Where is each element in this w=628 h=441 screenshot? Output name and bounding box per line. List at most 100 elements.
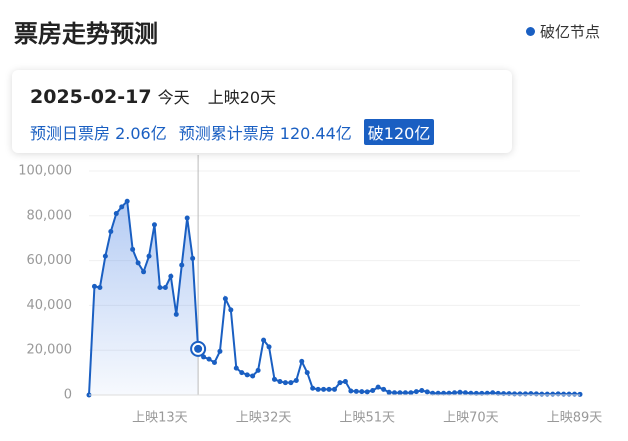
point	[168, 273, 174, 279]
point	[332, 386, 337, 392]
point	[490, 390, 496, 396]
point	[337, 380, 343, 386]
point	[386, 389, 392, 395]
point	[310, 385, 316, 391]
tooltip-daily: 预测日票房 2.06亿	[30, 124, 167, 143]
point	[544, 391, 550, 397]
point	[271, 376, 277, 382]
point	[539, 391, 545, 397]
point	[419, 388, 425, 394]
y-tick-label: 100,000	[18, 164, 72, 179]
point	[468, 390, 474, 396]
point	[250, 373, 256, 379]
tooltip-badge: 破120亿	[363, 119, 435, 145]
point	[179, 262, 185, 268]
point	[561, 391, 567, 397]
point	[370, 388, 376, 394]
x-tick-label: 上映70天	[443, 411, 499, 426]
point	[299, 358, 305, 364]
point	[572, 391, 578, 397]
y-tick-label: 20,000	[27, 343, 73, 358]
point	[201, 354, 207, 360]
point	[97, 284, 103, 290]
point	[217, 348, 223, 354]
point	[413, 389, 419, 395]
y-tick-label: 80,000	[27, 208, 73, 223]
tooltip-total: 预测累计票房 120.44亿	[178, 124, 352, 143]
point	[397, 390, 403, 396]
point	[462, 390, 468, 396]
point	[555, 391, 561, 397]
point	[239, 370, 245, 376]
x-tick-label: 上映13天	[132, 411, 188, 426]
point	[392, 390, 398, 396]
point	[173, 311, 179, 317]
point	[550, 391, 556, 397]
y-tick-label: 60,000	[27, 253, 73, 268]
point	[359, 389, 365, 395]
point	[141, 269, 147, 275]
point	[206, 356, 212, 362]
point	[119, 204, 125, 210]
point	[457, 389, 463, 395]
point	[135, 260, 141, 266]
point	[277, 379, 283, 385]
x-tick-label: 上映32天	[236, 411, 292, 426]
point	[266, 344, 272, 350]
point	[162, 284, 168, 290]
point	[282, 380, 288, 386]
point	[381, 386, 387, 392]
point	[353, 388, 359, 394]
point	[157, 284, 163, 290]
x-tick-label: 上映51天	[339, 411, 395, 426]
point	[102, 253, 108, 259]
point	[435, 390, 441, 396]
point	[484, 390, 490, 396]
tooltip-date: 2025-02-17	[30, 86, 152, 108]
point	[113, 211, 119, 217]
point	[233, 365, 239, 371]
x-tick-label: 上映89天	[547, 411, 603, 426]
point	[326, 386, 332, 392]
tooltip-day: 上映20天	[207, 88, 277, 107]
point	[533, 391, 539, 397]
point	[146, 253, 152, 259]
y-tick-label: 40,000	[27, 298, 73, 313]
point	[364, 389, 370, 395]
point	[151, 222, 157, 228]
legend-dot	[525, 27, 535, 36]
point	[430, 390, 436, 396]
point	[261, 337, 267, 343]
tooltip-today: 今天	[157, 88, 190, 107]
legend: 破亿节点	[525, 21, 600, 42]
legend-label: 破亿节点	[539, 23, 600, 41]
point	[91, 283, 97, 289]
point	[566, 391, 572, 397]
selected-point-core	[194, 344, 203, 353]
point	[315, 386, 321, 392]
point	[577, 391, 583, 397]
tooltip-date-row: 2025-02-17 今天 上映20天	[30, 84, 276, 108]
point	[441, 390, 447, 396]
point	[244, 372, 250, 378]
tooltip: 2025-02-17 今天 上映20天 预测日票房 2.06亿 预测累计票房 12…	[12, 70, 512, 153]
point	[512, 391, 518, 397]
point	[255, 367, 261, 373]
point	[446, 390, 452, 396]
point	[222, 296, 228, 302]
point	[375, 384, 381, 390]
point	[517, 391, 523, 397]
point	[342, 379, 348, 385]
point	[108, 228, 114, 234]
area	[89, 201, 199, 395]
point	[348, 388, 354, 394]
point	[452, 390, 458, 396]
point	[304, 370, 310, 376]
tooltip-values: 预测日票房 2.06亿 预测累计票房 120.44亿 破120亿	[30, 119, 435, 145]
point	[321, 386, 327, 392]
chart-title: 票房走势预测	[14, 20, 158, 48]
point	[228, 307, 234, 313]
point	[293, 377, 299, 383]
